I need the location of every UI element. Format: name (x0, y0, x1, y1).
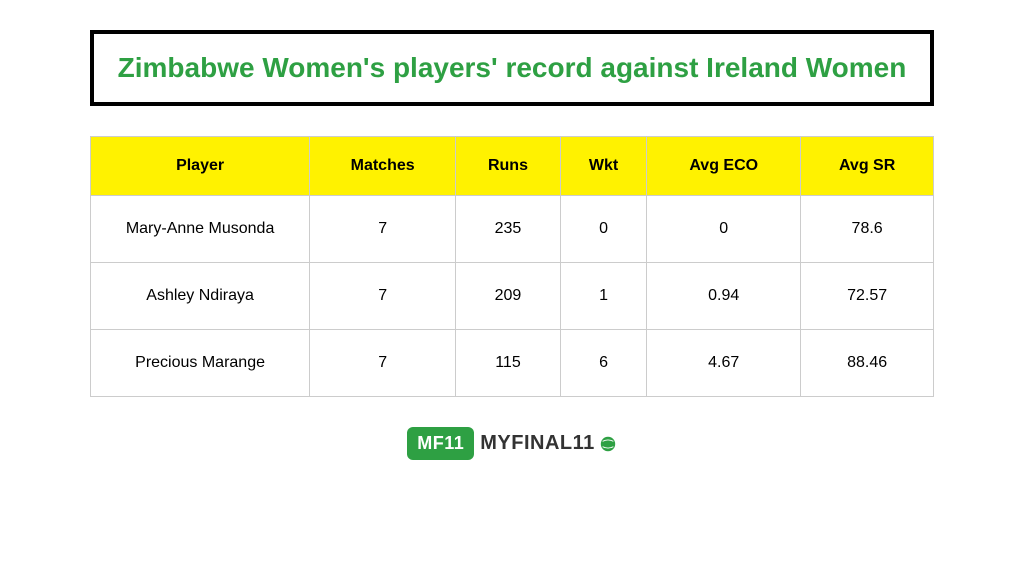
logo-badge: MF11 (407, 427, 474, 460)
cell-matches: 7 (310, 263, 456, 330)
cell-player: Precious Marange (91, 330, 310, 397)
logo-brand-text: MYFINAL11 (480, 432, 595, 455)
cell-avg-sr: 72.57 (801, 263, 934, 330)
cell-runs: 235 (456, 196, 561, 263)
col-avg-sr: Avg SR (801, 137, 934, 196)
cell-player: Mary-Anne Musonda (91, 196, 310, 263)
cell-avg-sr: 88.46 (801, 330, 934, 397)
table-row: Mary-Anne Musonda 7 235 0 0 78.6 (91, 196, 934, 263)
cell-runs: 115 (456, 330, 561, 397)
cell-matches: 7 (310, 196, 456, 263)
brand-logo: MF11 MYFINAL11 (407, 427, 617, 460)
cell-runs: 209 (456, 263, 561, 330)
col-runs: Runs (456, 137, 561, 196)
cell-avg-eco: 0 (647, 196, 801, 263)
stats-table: Player Matches Runs Wkt Avg ECO Avg SR M… (90, 136, 934, 397)
cell-player: Ashley Ndiraya (91, 263, 310, 330)
cell-avg-eco: 0.94 (647, 263, 801, 330)
table-row: Ashley Ndiraya 7 209 1 0.94 72.57 (91, 263, 934, 330)
page-title: Zimbabwe Women's players' record against… (114, 50, 910, 86)
cell-matches: 7 (310, 330, 456, 397)
cell-wkt: 1 (560, 263, 646, 330)
table-row: Precious Marange 7 115 6 4.67 88.46 (91, 330, 934, 397)
cricket-ball-icon (599, 435, 617, 453)
cell-wkt: 6 (560, 330, 646, 397)
col-avg-eco: Avg ECO (647, 137, 801, 196)
title-box: Zimbabwe Women's players' record against… (90, 30, 934, 106)
col-matches: Matches (310, 137, 456, 196)
col-wkt: Wkt (560, 137, 646, 196)
table-header-row: Player Matches Runs Wkt Avg ECO Avg SR (91, 137, 934, 196)
cell-avg-sr: 78.6 (801, 196, 934, 263)
cell-wkt: 0 (560, 196, 646, 263)
col-player: Player (91, 137, 310, 196)
cell-avg-eco: 4.67 (647, 330, 801, 397)
